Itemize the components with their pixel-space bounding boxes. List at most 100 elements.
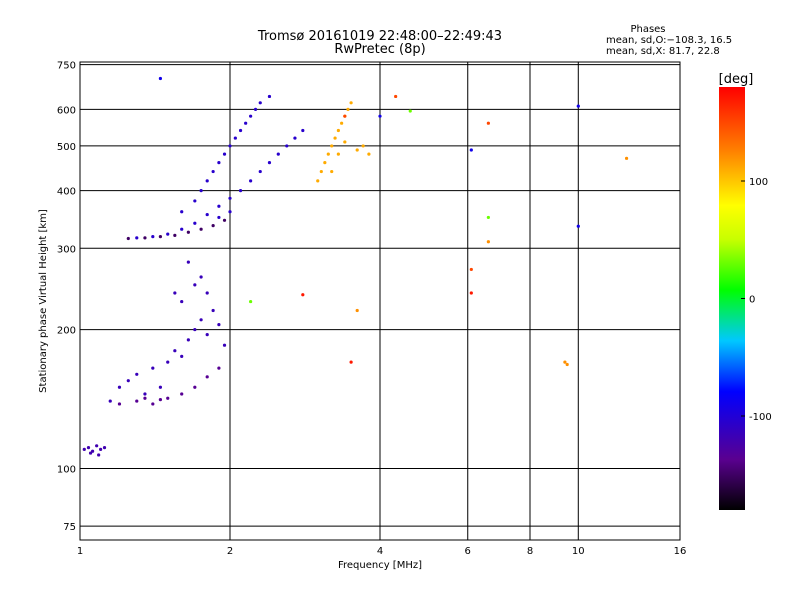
data-point (469, 291, 473, 295)
data-point (249, 179, 253, 183)
y-tick-label: 400 (57, 187, 76, 198)
data-point (367, 152, 371, 156)
data-point (349, 360, 353, 364)
data-point (193, 385, 197, 389)
data-point (576, 104, 580, 108)
data-point (143, 236, 147, 240)
data-point (205, 375, 209, 379)
data-point (361, 144, 365, 148)
data-point (173, 233, 177, 237)
y-axis-label: Stationary phase Virtual Height [km] (38, 209, 49, 393)
y-tick-label: 75 (63, 522, 76, 533)
data-point (238, 189, 243, 193)
data-point (199, 189, 203, 193)
data-point (336, 152, 340, 156)
x-axis-ticks: 1 2 4 6 8 10 16 (77, 546, 687, 557)
data-point (563, 360, 567, 364)
y-axis-ticks: 75 100 200 300 400 500 600 750 (57, 61, 76, 534)
data-point (222, 218, 227, 222)
data-point (486, 240, 490, 244)
data-point (233, 136, 237, 140)
data-point (217, 204, 221, 208)
data-point (135, 236, 139, 240)
data-point (301, 128, 305, 133)
data-point (88, 451, 93, 455)
data-point (222, 152, 227, 156)
y-tick-label: 200 (57, 326, 76, 337)
data-point (117, 402, 122, 406)
data-point (326, 152, 330, 156)
data-point (135, 399, 139, 403)
data-point (228, 144, 232, 148)
x-axis-label: Frequency [MHz] (338, 560, 422, 571)
data-point (316, 179, 320, 183)
data-point (228, 210, 232, 214)
data-point (346, 107, 350, 111)
x-tick-label: 16 (674, 546, 687, 557)
data-point (293, 136, 297, 140)
data-point (95, 444, 99, 448)
y-tick-label: 500 (57, 142, 76, 153)
colorbar (719, 87, 745, 510)
data-point (199, 275, 203, 279)
chart-subtitle: RwPretec (8p) (334, 42, 425, 57)
data-point (301, 293, 305, 297)
x-tick-label: 1 (77, 546, 83, 557)
data-point (173, 349, 177, 353)
y-tick-label: 100 (57, 465, 76, 476)
stats-heading: Phases (630, 24, 665, 35)
x-tick-label: 10 (572, 546, 585, 557)
data-point (97, 453, 101, 457)
data-point (211, 169, 215, 174)
data-point (151, 402, 155, 406)
x-tick-label: 8 (527, 546, 533, 557)
data-point (222, 343, 227, 347)
data-point (258, 169, 262, 174)
data-point (180, 227, 184, 231)
data-points (82, 76, 629, 457)
data-point (408, 109, 412, 113)
data-point (199, 318, 203, 322)
data-point (158, 385, 163, 389)
data-point (336, 128, 340, 133)
x-tick-label: 2 (227, 546, 233, 557)
data-point (143, 396, 147, 400)
data-point (126, 236, 130, 241)
data-point (330, 169, 334, 174)
data-point (180, 210, 184, 214)
data-point (258, 101, 262, 105)
data-point (576, 224, 580, 228)
data-point (253, 107, 258, 111)
data-point (91, 449, 95, 453)
data-point (205, 291, 209, 295)
data-point (102, 445, 107, 450)
data-point (205, 212, 209, 217)
data-point (193, 199, 197, 203)
data-point (244, 121, 248, 125)
data-point (166, 360, 170, 364)
data-point (186, 260, 190, 264)
stats-line-o: mean, sd,O:−108.3, 16.5 (606, 35, 732, 46)
data-point (217, 215, 221, 220)
data-point (151, 235, 155, 239)
data-point (143, 392, 147, 396)
data-point (173, 291, 177, 295)
data-point (158, 398, 163, 402)
data-point (108, 399, 112, 403)
data-point (217, 323, 221, 327)
x-tick-label: 6 (465, 546, 471, 557)
data-point (217, 161, 221, 165)
grid-lines (80, 62, 680, 540)
data-point (378, 114, 382, 118)
data-point (82, 447, 86, 452)
stats-line-x: mean, sd,X: 81.7, 22.8 (606, 46, 720, 57)
data-point (193, 283, 197, 287)
data-point (180, 299, 184, 304)
data-point (330, 144, 334, 148)
data-point (193, 221, 197, 225)
data-point (333, 136, 337, 140)
y-tick-label: 600 (57, 105, 76, 116)
colorbar-tick-label: 100 (749, 177, 768, 188)
plot-frame (79, 61, 681, 541)
